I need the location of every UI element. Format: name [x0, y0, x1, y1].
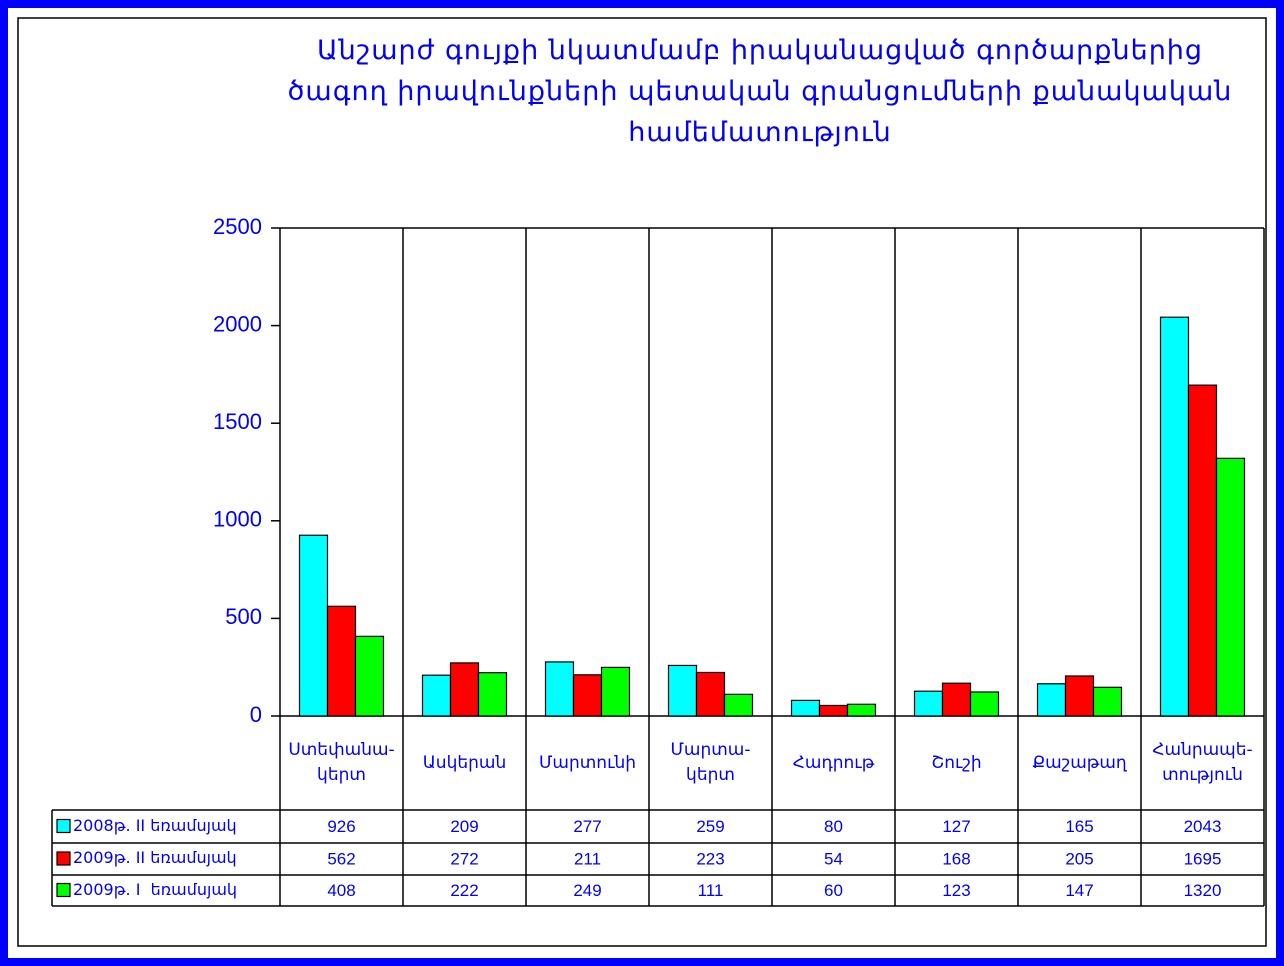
legend-swatch	[56, 818, 71, 834]
y-tick-label: 1000	[213, 507, 262, 532]
category-label: Շուշի	[931, 752, 982, 773]
inner-border	[17, 17, 1267, 947]
bar	[544, 661, 575, 717]
table-value: 249	[573, 881, 601, 900]
table-value: 408	[327, 881, 355, 900]
table-value: 1695	[1184, 849, 1222, 868]
category-label: Մարտունի	[538, 752, 637, 773]
y-tick-label: 1500	[213, 409, 262, 434]
table-value: 123	[942, 881, 970, 900]
table-value: 54	[824, 849, 843, 868]
y-tick-label: 2500	[213, 214, 262, 239]
bar	[969, 691, 1000, 717]
bar	[298, 534, 329, 717]
table-value: 111	[698, 881, 724, 900]
table-value: 259	[696, 817, 724, 836]
bar	[1187, 384, 1218, 717]
bar	[1215, 457, 1246, 717]
table-value: 2043	[1184, 817, 1222, 836]
table-value: 1320	[1184, 881, 1222, 900]
table-value: 211	[574, 849, 601, 868]
bar	[1036, 683, 1067, 717]
bar	[1064, 675, 1095, 717]
bar	[846, 703, 877, 717]
chart-title: Անշարժ գույքի նկատմամբ իրականացված գործա…	[287, 35, 1233, 148]
bar	[421, 674, 452, 717]
y-tick-label: 0	[250, 702, 262, 727]
table-value: 562	[327, 849, 355, 868]
category-label: Ստեփանա- կերտ	[288, 740, 395, 785]
legend-label: 2009թ. I եռամսյակ	[73, 879, 238, 899]
table-value: 168	[942, 849, 970, 868]
table-value: 926	[327, 817, 355, 836]
legend-swatch	[56, 882, 71, 898]
bar	[667, 664, 698, 717]
table-value: 277	[573, 817, 601, 836]
table-value: 80	[824, 817, 843, 836]
legend-swatch	[56, 851, 71, 866]
legend-label: 2009թ. II եռամսյակ	[73, 848, 237, 867]
bar	[354, 635, 385, 717]
table-value: 205	[1065, 849, 1093, 868]
bar	[818, 704, 849, 717]
table-value: 60	[824, 881, 843, 900]
table-value: 165	[1065, 817, 1093, 836]
bar	[695, 671, 726, 717]
y-tick-label: 500	[225, 604, 262, 629]
bar	[326, 605, 357, 717]
y-tick-label: 2000	[213, 311, 262, 336]
table-value: 209	[450, 817, 478, 836]
bar	[913, 690, 944, 717]
table-value: 272	[450, 849, 478, 868]
category-label: Ասկերան	[422, 752, 507, 773]
bar	[723, 693, 754, 717]
category-label: Հանրապե- տություն	[1152, 740, 1253, 785]
legend-label: 2008թ. II եռամսյակ	[73, 815, 237, 835]
table-value: 223	[696, 849, 724, 868]
bar	[572, 674, 603, 717]
category-label: Հադրութ	[792, 752, 875, 773]
bar	[1092, 686, 1123, 717]
category-label: Մարտա- կերտ	[670, 740, 751, 785]
bar	[449, 662, 480, 717]
bar	[477, 672, 508, 717]
table-value: 222	[450, 881, 478, 900]
bar	[1159, 316, 1190, 717]
category-label: Քաշաթաղ	[1032, 752, 1127, 773]
bar	[600, 666, 631, 717]
bar	[941, 682, 972, 717]
table-value: 147	[1065, 881, 1093, 900]
table-value: 127	[942, 817, 970, 836]
bar	[790, 699, 821, 717]
